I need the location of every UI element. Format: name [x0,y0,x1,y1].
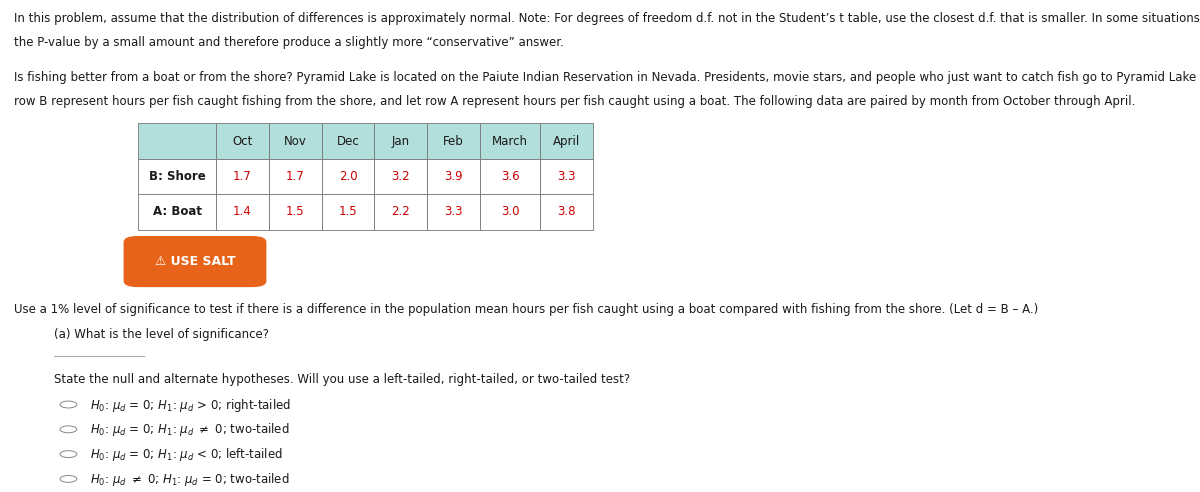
Text: A: Boat: A: Boat [152,205,202,218]
Text: $H_0$: $\mu_d$ = 0; $H_1$: $\mu_d$ $\neq$ 0; two-tailed: $H_0$: $\mu_d$ = 0; $H_1$: $\mu_d$ $\neq… [90,422,289,438]
FancyBboxPatch shape [480,159,540,194]
Text: 3.9: 3.9 [444,170,463,183]
FancyBboxPatch shape [427,159,480,194]
Text: 3.8: 3.8 [557,205,576,218]
FancyBboxPatch shape [540,123,593,159]
Text: Use a 1% level of significance to test if there is a difference in the populatio: Use a 1% level of significance to test i… [14,304,1039,316]
Text: Dec: Dec [337,134,359,148]
FancyBboxPatch shape [540,159,593,194]
Text: 2.2: 2.2 [391,205,410,218]
Text: Is fishing better from a boat or from the shore? Pyramid Lake is located on the : Is fishing better from a boat or from th… [14,71,1200,84]
Text: 2.0: 2.0 [338,170,358,183]
FancyBboxPatch shape [540,194,593,230]
FancyBboxPatch shape [374,194,427,230]
FancyBboxPatch shape [269,123,322,159]
Text: April: April [553,134,580,148]
Text: 3.3: 3.3 [557,170,576,183]
FancyBboxPatch shape [322,159,374,194]
Text: 3.6: 3.6 [500,170,520,183]
FancyBboxPatch shape [216,159,269,194]
Text: Feb: Feb [443,134,464,148]
Text: row B represent hours per fish caught fishing from the shore, and let row A repr: row B represent hours per fish caught fi… [14,95,1135,108]
Text: the P-value by a small amount and therefore produce a slightly more “conservativ: the P-value by a small amount and theref… [14,36,564,49]
FancyBboxPatch shape [138,159,216,194]
FancyBboxPatch shape [427,194,480,230]
FancyBboxPatch shape [480,123,540,159]
Text: March: March [492,134,528,148]
Text: 3.3: 3.3 [444,205,463,218]
Text: B: Shore: B: Shore [149,170,205,183]
FancyBboxPatch shape [138,123,216,159]
Text: 1.7: 1.7 [286,170,305,183]
Text: $H_0$: $\mu_d$ = 0; $H_1$: $\mu_d$ < 0; left-tailed: $H_0$: $\mu_d$ = 0; $H_1$: $\mu_d$ < 0; … [90,446,283,463]
FancyBboxPatch shape [269,159,322,194]
FancyBboxPatch shape [480,194,540,230]
Text: Oct: Oct [233,134,252,148]
FancyBboxPatch shape [216,194,269,230]
Text: 1.4: 1.4 [233,205,252,218]
FancyBboxPatch shape [374,123,427,159]
FancyBboxPatch shape [124,236,266,287]
Text: 1.5: 1.5 [286,205,305,218]
Text: 3.0: 3.0 [500,205,520,218]
FancyBboxPatch shape [138,194,216,230]
FancyBboxPatch shape [322,123,374,159]
Text: 1.7: 1.7 [233,170,252,183]
FancyBboxPatch shape [269,194,322,230]
Text: $H_0$: $\mu_d$ = 0; $H_1$: $\mu_d$ > 0; right-tailed: $H_0$: $\mu_d$ = 0; $H_1$: $\mu_d$ > 0; … [90,397,292,414]
Text: (a) What is the level of significance?: (a) What is the level of significance? [54,328,269,341]
FancyBboxPatch shape [427,123,480,159]
Text: $H_0$: $\mu_d$ $\neq$ 0; $H_1$: $\mu_d$ = 0; two-tailed: $H_0$: $\mu_d$ $\neq$ 0; $H_1$: $\mu_d$ … [90,471,289,488]
Text: In this problem, assume that the distribution of differences is approximately no: In this problem, assume that the distrib… [14,12,1200,25]
Text: Jan: Jan [391,134,410,148]
Text: State the null and alternate hypotheses. Will you use a left-tailed, right-taile: State the null and alternate hypotheses.… [54,373,630,386]
FancyBboxPatch shape [374,159,427,194]
Text: Nov: Nov [283,134,307,148]
Text: 3.2: 3.2 [391,170,410,183]
Text: ⚠ USE SALT: ⚠ USE SALT [155,255,235,268]
FancyBboxPatch shape [322,194,374,230]
FancyBboxPatch shape [216,123,269,159]
Text: 1.5: 1.5 [338,205,358,218]
